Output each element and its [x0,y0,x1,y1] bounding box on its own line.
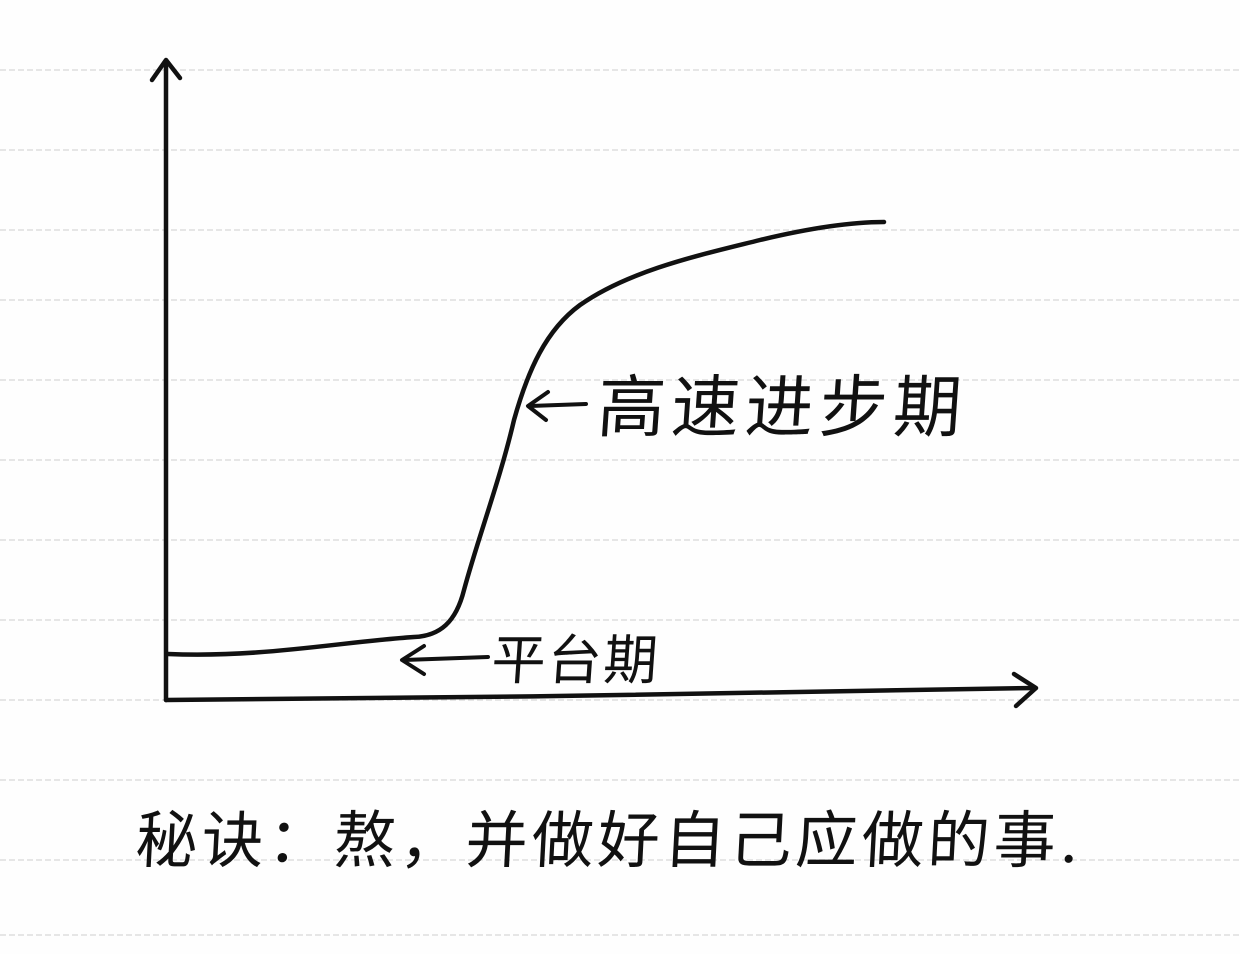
plateau-arrow [402,655,490,662]
fast-phase-arrow [528,402,588,408]
growth-curve [165,219,887,657]
y-axis-arrowhead [149,57,183,83]
caption-text: 熬，并做好自己应做的事. [331,804,1086,877]
fast-phase-arrowhead [526,390,550,422]
y-axis [162,59,169,703]
caption-prefix: 秘诀： [133,804,336,877]
x-axis [163,685,1037,703]
x-axis-arrowhead [1011,671,1039,709]
plateau-label: 平台期 [489,629,662,692]
fast-growth-label: 高速进步期 [594,369,971,448]
caption: 秘诀：熬，并做好自己应做的事. [134,790,1086,880]
plateau-arrowhead [400,644,426,676]
